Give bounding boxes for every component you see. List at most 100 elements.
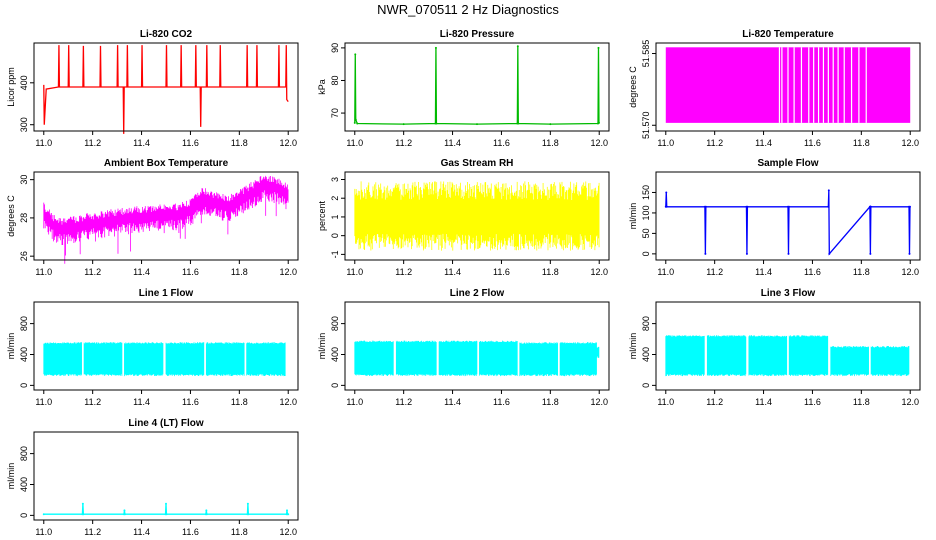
panel-5-ylabel: percent [317,200,327,231]
panel-2-data [353,45,600,126]
panel-6-title: Sample Flow [757,158,818,169]
panel-6-xtick-label-1: 11.0 [657,267,674,277]
panel-9-segment-2-fill [706,335,747,377]
panel-6-point-5 [704,252,707,255]
panel-2-frame [344,42,610,132]
panel-9-ytick-label-1: 0 [641,383,651,388]
panel-2-point-7 [434,46,437,49]
panel-5-noise [354,181,600,251]
panel-6-point-12 [787,205,790,208]
panel-1-title: Li-820 CO2 [140,29,193,40]
panel-7-ytick-label-1: 0 [19,383,29,388]
panel-1-xtick-label-1: 11.0 [35,138,52,148]
panel-5-xtick-label-5: 11.8 [542,267,559,277]
panel-10-xtick-label-5: 11.8 [231,527,248,537]
panel-7-segment-4-fill [165,342,205,377]
panel-10-point-6 [123,509,126,512]
panel-2-ylabel: kPa [317,79,327,95]
panel-3-xtick-label-1: 11.0 [657,138,674,148]
panel-9-data [665,335,910,377]
panel-8-segment-2-fill [395,340,437,377]
panel-7-title: Line 1 Flow [139,288,194,299]
panel-8-ytick-label-2: 400 [330,347,340,362]
panel-8-ytick-label-1: 0 [330,383,340,388]
panel-7-segment-1 [43,342,82,377]
panel-4-xtick-label-4: 11.6 [182,267,199,277]
panel-5-ytick-label-2: 0 [330,233,340,238]
panel-9-xtick-label-2: 11.2 [706,397,723,407]
panel-1-xtick-label-5: 11.8 [231,138,248,148]
panel-10-point-1 [42,513,45,516]
panel-5-xtick-label-6: 12.0 [590,267,608,277]
panel-3-xtick-label-4: 11.6 [804,138,821,148]
panel-10-xtick-label-2: 11.2 [84,527,101,537]
panel-9-ylabel: ml/min [628,333,638,360]
panel-5-ytick-label-4: 2 [330,196,340,201]
panel-7-xtick-label-4: 11.6 [182,397,199,407]
panel-4-title: Ambient Box Temperature [104,158,229,169]
panel-6-ytick-label-3: 100 [641,205,651,220]
panel-1-xtick-label-4: 11.6 [182,138,199,148]
panel-6-point-17 [869,252,872,255]
panel-4: Ambient Box Temperature 11.0 11.2 11.4 11.6 1… [6,158,299,277]
panel-9-segment-5 [830,346,869,377]
panel-10-point-7 [123,513,126,516]
panel-3-xtick-label-2: 11.2 [706,138,723,148]
panel-7-segment-6-fill [246,342,286,377]
panel-6: Sample Flow 11.0 11.2 11.4 11.6 11.8 12.0 0 50 10… [628,158,921,277]
panel-8-segment-4 [479,340,518,377]
panel-3-xtick-label-6: 12.0 [901,138,919,148]
panel-2-point-12 [517,122,520,125]
panel-10: Line 4 (LT) Flow 11.0 11.2 11.4 11.6 11.8 12.0… [6,418,299,537]
panel-9-xtick-label-1: 11.0 [657,397,674,407]
panel-3-ytick-label-1: 51.570 [641,111,651,139]
panel-2-point-9 [476,123,478,126]
panel-8-xtick-label-3: 11.4 [444,397,461,407]
panel-7-segment-1-fill [43,342,82,377]
panel-7-segment-2-fill [83,342,123,376]
panel-10-xtick-label-1: 11.0 [35,527,52,537]
panel-10-point-10 [165,513,168,516]
panel-2-point-2 [354,53,357,56]
panel-8-data [354,340,600,377]
panel-6-xtick-label-3: 11.4 [755,267,772,277]
panel-10-point-3 [81,502,84,505]
panel-8-frame [344,301,610,391]
panel-6-point-6 [704,205,707,208]
panel-8-xtick-label-2: 11.2 [395,397,412,407]
panel-6-xtick-label-6: 12.0 [901,267,919,277]
panel-6-point-18 [869,205,872,208]
panel-1-xtick-label-2: 11.2 [84,138,101,148]
panel-2-ytick-label-1: 70 [330,108,340,118]
panel-10-point-20 [287,513,290,516]
panel-9-xtick-label-5: 11.8 [853,397,870,407]
panel-6-point-2 [665,191,668,194]
panel-2-point-15 [597,46,600,49]
panel-8-xtick-label-5: 11.8 [542,397,559,407]
panel-5-ytick-label-3: 1 [330,214,340,219]
panel-10-ytick-label-2: 400 [19,477,29,492]
panel-10-ytick-label-1: 0 [19,513,29,518]
panel-10-point-16 [247,513,250,516]
panel-5-xtick-label-1: 11.0 [346,267,363,277]
panel-3-frame [655,42,921,132]
panel-4-data [43,175,289,264]
panel-4-xtick-label-3: 11.4 [133,267,150,277]
panel-9-segment-6-fill [870,346,910,377]
panel-10-point-12 [205,509,208,512]
panel-5: Gas Stream RH 11.0 11.2 11.4 11.6 11.8 12.0 -1 0… [317,158,610,277]
panel-6-point-21 [908,205,911,208]
panel-2-xtick-label-3: 11.4 [444,138,461,148]
panel-8-segment-7-fill [596,346,600,358]
panel-5-ytick-label-1: -1 [330,250,340,258]
panel-7-xtick-label-2: 11.2 [84,397,101,407]
panel-7-frame [33,301,299,391]
panel-1-xtick-label-6: 12.0 [279,138,297,148]
panel-4-frame [33,171,299,261]
panel-9-segment-3-fill [748,335,788,377]
panel-3-xtick-label-3: 11.4 [755,138,772,148]
panel-1-ylabel: Licor ppm [6,67,16,107]
panel-10-ytick-label-3: 800 [19,446,29,461]
panel-1-frame [33,42,299,132]
